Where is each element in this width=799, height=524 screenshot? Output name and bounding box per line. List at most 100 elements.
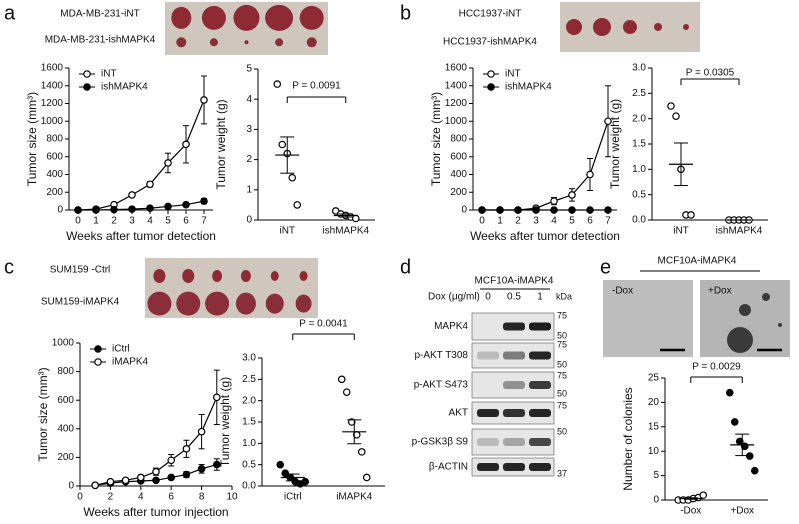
blot-band xyxy=(529,351,551,360)
y-tick-label: 1.0 xyxy=(632,164,646,175)
y-tick-label: 400 xyxy=(57,423,74,434)
data-point xyxy=(301,477,310,486)
data-point xyxy=(750,466,759,475)
y-tick-label: 0.0 xyxy=(632,215,646,226)
blot-band xyxy=(529,381,551,389)
sem-bar xyxy=(347,419,362,445)
panel-label: a xyxy=(4,2,16,24)
blot-row-label: p-AKT S473 xyxy=(414,380,469,391)
y-tick-label: 1000 xyxy=(445,116,468,127)
data-point xyxy=(167,456,176,465)
x-tick-label: 1 xyxy=(497,216,503,227)
y-tick-label: 1200 xyxy=(445,98,468,109)
blot-band xyxy=(477,351,499,360)
data-point xyxy=(164,159,172,167)
y-tick-label: 400 xyxy=(46,169,63,180)
legend-marker xyxy=(487,83,495,91)
y-tick-label: 2.0 xyxy=(242,395,256,406)
kda-marker: 37 xyxy=(557,468,567,478)
blot-band xyxy=(503,381,525,389)
data-point xyxy=(342,388,351,396)
x-tick-label: 6 xyxy=(183,216,189,227)
data-point xyxy=(167,473,176,482)
tumor xyxy=(306,37,317,48)
blot-row-label: p-GSK3β S9 xyxy=(412,437,469,448)
sem-bar xyxy=(683,497,698,500)
y-tick-label: 3.0 xyxy=(242,353,256,364)
y-tick-label: 0 xyxy=(68,481,74,492)
x-tick-label: ishMAPK4 xyxy=(716,226,763,237)
figure-layer: a b c d e MDA-MB-231-iNT MDA-MB-231-ishMAPK4 HC… xyxy=(4,2,790,519)
legend-marker xyxy=(94,358,102,366)
y-tick-label: 3.0 xyxy=(632,63,646,74)
data-point xyxy=(121,476,130,485)
y-tick-label: 0.5 xyxy=(242,459,256,470)
sem-bar xyxy=(338,213,353,218)
y-tick-label: 1.0 xyxy=(242,438,256,449)
data-point xyxy=(478,206,486,214)
legend-label: iNT xyxy=(101,69,117,80)
y-axis-label: Tumor weight (g) xyxy=(214,99,228,189)
y-tick-label: 1 xyxy=(246,184,252,195)
data-point xyxy=(293,201,302,209)
data-point xyxy=(281,469,290,478)
tumor xyxy=(244,40,249,45)
x-tick-label: ishMAPK4 xyxy=(322,226,369,237)
x-tick-label: 3 xyxy=(533,216,539,227)
tumor xyxy=(235,292,256,315)
y-tick-label: 1000 xyxy=(41,116,64,127)
data-point xyxy=(92,206,100,214)
x-tick-label: 0 xyxy=(479,216,485,227)
data-point xyxy=(730,418,739,426)
x-axis-label: Weeks after tumor detection xyxy=(66,229,216,243)
y-tick-label: 1600 xyxy=(445,63,468,74)
data-point xyxy=(586,206,594,214)
tumor xyxy=(265,4,294,31)
y-tick-label: 4 xyxy=(246,94,252,105)
data-point xyxy=(213,393,221,402)
x-axis-label: Weeks after tumor injection xyxy=(83,505,228,519)
y-tick-label: 0 xyxy=(246,215,252,226)
y-tick-label: 1.5 xyxy=(632,139,646,150)
tumor xyxy=(299,271,308,281)
tumor xyxy=(299,5,324,30)
y-tick-label: 0 xyxy=(653,495,659,506)
data-point xyxy=(672,112,680,120)
data-point xyxy=(550,197,558,205)
tumor xyxy=(233,4,260,31)
data-point xyxy=(182,445,191,453)
y-tick-label: 0.5 xyxy=(632,189,646,200)
y-axis-label: Tumor size (mm³) xyxy=(36,367,50,461)
sem-bar xyxy=(735,433,750,457)
blot-band xyxy=(503,322,525,331)
blot-row-label: β-ACTIN xyxy=(429,462,468,473)
y-axis-label: Number of colonies xyxy=(621,387,635,490)
y-tick-label: 600 xyxy=(46,151,63,162)
data-point xyxy=(197,427,206,436)
panel-label: b xyxy=(400,2,411,24)
y-tick-label: 1600 xyxy=(41,63,64,74)
blot-band xyxy=(529,409,551,417)
blot-band xyxy=(477,463,499,471)
colony xyxy=(778,323,782,327)
colony xyxy=(762,293,770,301)
x-tick-label: iMAPK4 xyxy=(336,492,373,503)
data-point xyxy=(106,477,115,486)
data-point xyxy=(337,375,346,384)
data-point xyxy=(362,473,371,482)
y-tick-label: 2 xyxy=(246,154,252,165)
y-tick-label: 800 xyxy=(450,134,467,145)
legend-marker xyxy=(487,70,495,78)
kda-marker: 75 xyxy=(557,339,567,349)
dose: 1 xyxy=(537,292,543,303)
data-point xyxy=(496,206,504,214)
series-line xyxy=(77,99,205,211)
tumor-label: SUM159 -Ctrl xyxy=(50,265,111,276)
y-tick-label: 600 xyxy=(57,395,74,406)
y-tick-label: 600 xyxy=(450,151,467,162)
colony-label: +Dox xyxy=(708,286,732,297)
x-tick-label: 4 xyxy=(551,216,557,227)
x-tick-label: 0 xyxy=(75,216,81,227)
x-tick-label: +Dox xyxy=(730,506,754,517)
legend-label: iNT xyxy=(505,69,521,80)
